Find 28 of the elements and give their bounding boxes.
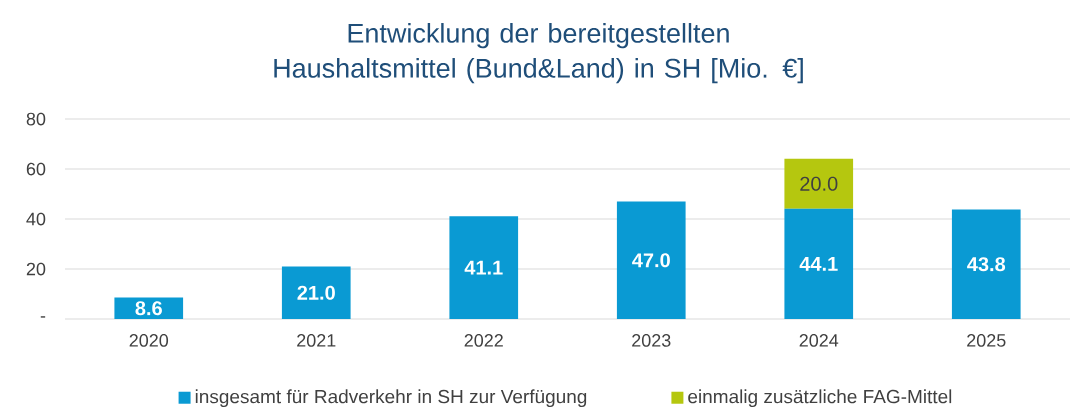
y-tick-label: 20 (26, 262, 46, 276)
x-tick-label: 2022 (464, 334, 503, 347)
x-tick-label: 2024 (799, 334, 839, 347)
bar (951, 209, 1021, 319)
data-label: 43.8 (967, 257, 1006, 272)
bar (449, 216, 519, 319)
y-tick-label: 60 (26, 162, 46, 176)
legend-label: insgesamt für Radverkehr in SH zur Verfügung (195, 389, 587, 408)
chart-title: Entwicklung der bereitgestellten Haushaltsmittel (Bund&Land) in SH [Mio. €] (274, 23, 803, 84)
bar (616, 201, 686, 319)
data-label: 8.6 (135, 301, 162, 316)
x-tick-label: 2025 (967, 334, 1006, 347)
bar (784, 158, 854, 209)
y-tick-label: 80 (26, 112, 46, 126)
data-label: 41.1 (464, 260, 503, 275)
x-tick-label: 2020 (129, 334, 169, 347)
y-tick-label: - (40, 316, 46, 318)
data-label: 44.1 (799, 256, 838, 271)
data-label: 47.0 (632, 253, 670, 268)
data-label: 21.0 (297, 285, 335, 300)
legend-label: einmalig zusätzliche FAG-Mittel (688, 389, 952, 408)
bar (784, 208, 854, 319)
x-tick-label: 2021 (297, 334, 336, 347)
bar (114, 297, 184, 319)
x-tick-label: 2023 (632, 334, 671, 347)
data-label: 20.0 (800, 176, 838, 191)
bar (281, 266, 351, 319)
y-tick-label: 40 (26, 212, 46, 226)
